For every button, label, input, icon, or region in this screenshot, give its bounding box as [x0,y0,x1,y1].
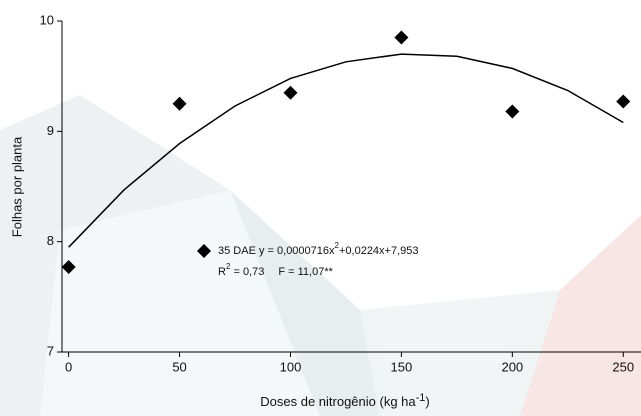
annotation-stats: R2 = 0,73 F = 11,07** [218,262,334,278]
legend-marker [197,244,211,258]
x-label-sup: -1 [416,392,426,404]
data-point [61,260,76,275]
x-tick-label: 50 [172,359,186,374]
fit-curve [68,53,624,248]
x-label-end: ) [425,394,429,409]
annotation-label: 35 DAE [218,245,256,257]
x-tick-label: 200 [501,359,523,374]
data-point [394,30,409,45]
y-axis-label: Folhas por planta [9,136,24,237]
r2-sup: 2 [226,262,231,271]
eq-sup: 2 [335,241,340,250]
x-axis-label: Doses de nitrogênio (kg ha-1) [260,392,430,410]
r2-part: R [218,266,226,278]
eq-part: y = 0,0000716x [259,245,335,257]
y-tick-label: 9 [47,123,54,138]
f-stat: F = 11,07** [278,266,333,278]
data-point [505,104,520,119]
r2-part: = 0,73 [230,266,264,278]
x-tick-label: 100 [280,359,302,374]
eq-part: +0,0224x+7,953 [339,245,419,257]
x-tick-label: 0 [65,359,72,374]
x-tick-label: 250 [612,359,634,374]
y-tick-label: 10 [40,12,54,27]
annotation-equation: 35 DAE y = 0,0000716x2+0,0224x+7,953 [218,241,419,257]
y-tick-label: 8 [47,233,54,248]
data-point [616,94,631,109]
data-point [172,96,187,111]
x-label-text: Doses de nitrogênio (kg ha [260,394,416,409]
data-point [283,85,298,100]
watermark [0,95,641,416]
y-tick-label: 7 [47,343,54,358]
x-tick-label: 150 [391,359,413,374]
